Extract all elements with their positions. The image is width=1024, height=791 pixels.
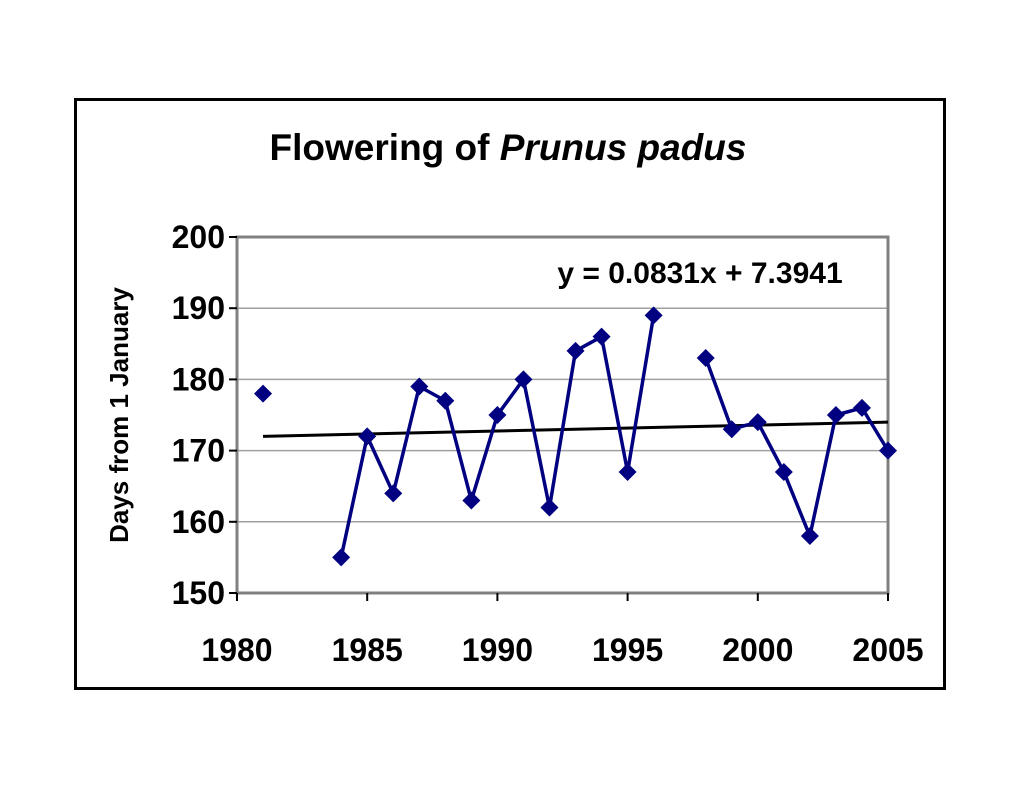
data-point [618,462,637,481]
data-point [826,406,845,424]
x-tick-label: 1980 [201,632,272,668]
x-axis: 1980 1985 1990 1995 2000 2005 [201,593,924,668]
plot-area-border [235,235,890,595]
y-tick-label: 160 [172,504,225,540]
data-point [384,484,403,503]
data-point [566,341,585,360]
chart-frame [74,98,946,690]
y-tick-label: 170 [172,433,225,469]
y-tick-label: 200 [172,219,225,255]
x-tick-label: 1990 [462,632,533,668]
data-point [644,306,663,325]
data-point [852,398,871,417]
y-tick-label: 180 [172,361,225,397]
data-point [540,498,559,517]
trendline-group [263,420,889,438]
data-point [748,413,767,432]
data-point [722,420,741,439]
data-point [879,441,897,460]
x-tick-label: 2005 [852,632,923,668]
data-point [592,327,611,346]
x-tick-label: 2000 [722,632,793,668]
trendline [263,420,889,438]
y-axis-label: Days from 1 January [104,287,134,543]
data-point [488,406,507,424]
y-axis: 150 160 170 180 190 200 [172,219,237,611]
x-tick-label: 1985 [332,632,403,668]
data-point [514,370,533,389]
data-point [436,391,455,410]
series-line [704,357,890,538]
data-point [696,349,715,368]
y-tick-label: 150 [172,575,225,611]
data-point [800,527,819,546]
chart-title-main: Flowering of [270,127,500,168]
gridlines [237,307,888,523]
data-point [254,384,273,403]
data-point [774,462,793,481]
y-tick-label: 190 [172,290,225,326]
trendline-equation: y = 0.0831x + 7.3941 [557,257,842,290]
data-point [358,427,377,446]
chart-title: Flowering of Prunus padus [270,127,747,168]
chart-title-species: Prunus padus [500,127,747,168]
data-point [462,491,481,510]
data-point [332,548,351,567]
series-group [254,306,897,567]
data-point [410,377,429,396]
x-tick-label: 1995 [592,632,663,668]
